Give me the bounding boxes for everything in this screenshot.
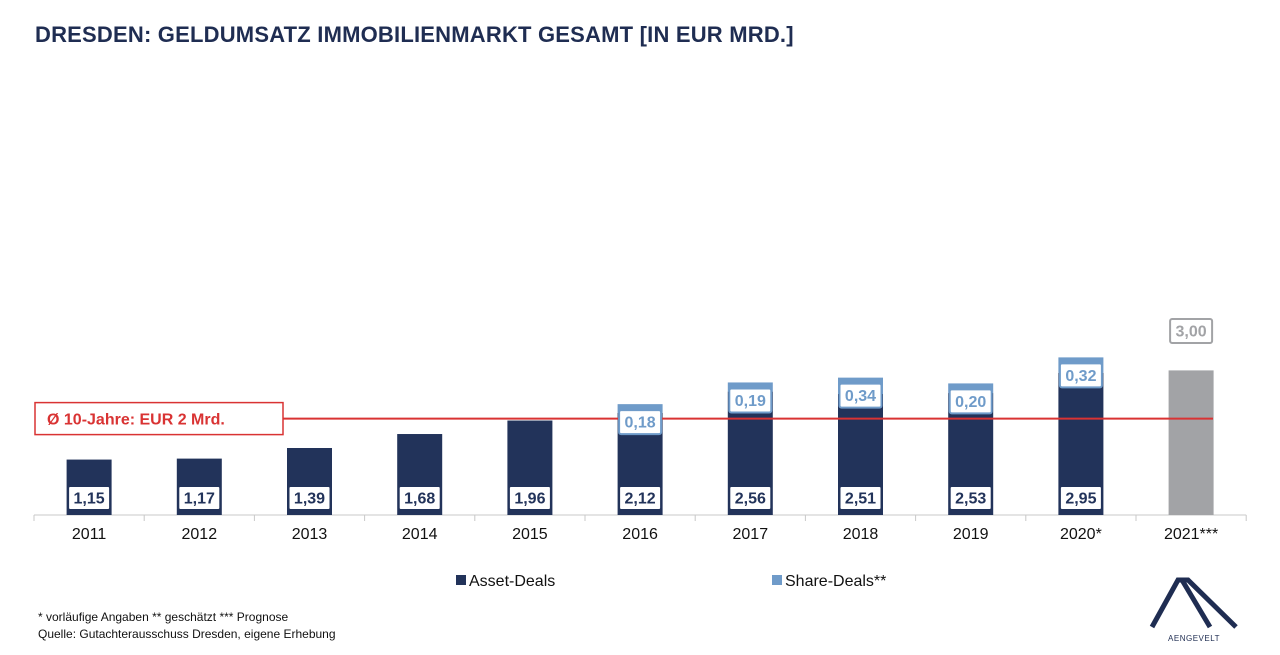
asset-deals-value-label: 1,15 bbox=[74, 491, 105, 508]
asset-deals-value-label-box bbox=[948, 485, 993, 511]
asset-deals-value-label: 1,17 bbox=[184, 491, 215, 508]
footnote-source: Quelle: Gutachterausschuss Dresden, eige… bbox=[38, 627, 336, 641]
x-tick-label: 2021*** bbox=[1164, 526, 1218, 543]
aengevelt-logo-icon bbox=[1149, 577, 1238, 629]
legend-swatch bbox=[456, 575, 466, 585]
logo-text: AENGEVELT bbox=[1168, 634, 1220, 643]
bar-share-deals bbox=[948, 383, 994, 394]
x-tick-label: 2018 bbox=[843, 526, 879, 543]
bar-share-deals bbox=[727, 382, 773, 392]
bar-forecast bbox=[1168, 370, 1214, 515]
share-deals-value-label-box bbox=[728, 387, 773, 414]
x-tick-label: 2013 bbox=[292, 526, 328, 543]
x-tick-label: 2014 bbox=[402, 526, 438, 543]
asset-deals-value-label-box bbox=[287, 485, 332, 511]
legend-swatch bbox=[772, 575, 782, 585]
asset-deals-value-label-box bbox=[728, 485, 773, 511]
asset-deals-value-label-box bbox=[838, 485, 883, 511]
share-deals-value-label: 0,18 bbox=[625, 415, 656, 432]
asset-deals-value-label: 2,95 bbox=[1065, 491, 1096, 508]
x-tick-label: 2019 bbox=[953, 526, 989, 543]
share-deals-value-label: 0,32 bbox=[1065, 368, 1096, 385]
asset-deals-value-label-box bbox=[397, 485, 442, 511]
footnote-legend: * vorläufige Angaben ** geschätzt *** Pr… bbox=[38, 610, 289, 624]
bar-share-deals bbox=[617, 404, 663, 413]
asset-deals-value-label: 1,39 bbox=[294, 491, 325, 508]
asset-deals-value-label: 2,53 bbox=[955, 491, 986, 508]
x-tick-label: 2017 bbox=[733, 526, 769, 543]
average-label: Ø 10-Jahre: EUR 2 Mrd. bbox=[47, 412, 225, 429]
asset-deals-value-label: 2,12 bbox=[625, 491, 656, 508]
asset-deals-value-label: 2,56 bbox=[735, 491, 766, 508]
asset-deals-value-label: 1,96 bbox=[514, 491, 545, 508]
asset-deals-value-label-box bbox=[67, 485, 112, 511]
forecast-value-label: 3,00 bbox=[1176, 324, 1207, 341]
asset-deals-value-label-box bbox=[618, 485, 663, 511]
legend-label: Asset-Deals bbox=[469, 573, 555, 590]
asset-deals-value-label: 1,68 bbox=[404, 491, 435, 508]
asset-deals-value-label: 2,51 bbox=[845, 491, 876, 508]
x-tick-label: 2012 bbox=[182, 526, 218, 543]
x-tick-label: 2016 bbox=[622, 526, 658, 543]
legend-label: Share-Deals** bbox=[785, 573, 886, 590]
share-deals-value-label: 0,34 bbox=[845, 388, 876, 405]
aengevelt-logo: AENGEVELT bbox=[1148, 575, 1240, 655]
share-deals-value-label-box bbox=[618, 409, 663, 436]
asset-deals-value-label-box bbox=[507, 485, 552, 511]
asset-deals-value-label-box bbox=[177, 485, 222, 511]
x-tick-label: 2020* bbox=[1060, 526, 1102, 543]
share-deals-value-label: 0,20 bbox=[955, 394, 986, 411]
x-tick-label: 2015 bbox=[512, 526, 548, 543]
chart-title: DRESDEN: GELDUMSATZ IMMOBILIENMARKT GESA… bbox=[35, 22, 794, 47]
share-deals-value-label-box bbox=[1058, 362, 1103, 389]
asset-deals-value-label-box bbox=[1058, 485, 1103, 511]
forecast-value-label-box bbox=[1169, 318, 1214, 344]
share-deals-value-label-box bbox=[948, 388, 993, 415]
share-deals-value-label-box bbox=[838, 382, 883, 409]
x-tick-label: 2011 bbox=[72, 526, 107, 543]
average-label-box bbox=[34, 401, 284, 436]
share-deals-value-label: 0,19 bbox=[735, 393, 766, 410]
